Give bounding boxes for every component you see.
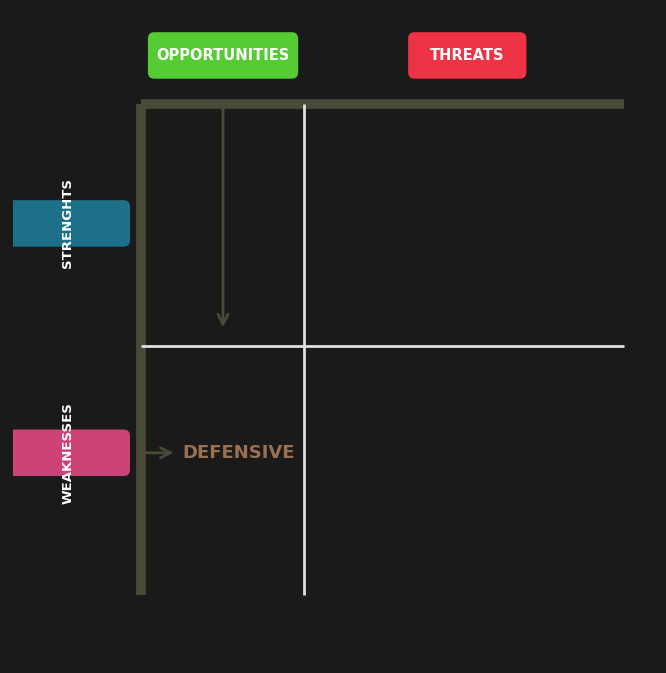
Text: STRENGHTS: STRENGHTS xyxy=(61,178,74,269)
Text: THREATS: THREATS xyxy=(430,48,505,63)
Text: WEAKNESSES: WEAKNESSES xyxy=(61,402,74,503)
FancyBboxPatch shape xyxy=(148,32,298,79)
FancyBboxPatch shape xyxy=(5,429,130,476)
FancyBboxPatch shape xyxy=(5,200,130,247)
Text: OPPORTUNITIES: OPPORTUNITIES xyxy=(157,48,290,63)
FancyBboxPatch shape xyxy=(408,32,526,79)
Text: DEFENSIVE: DEFENSIVE xyxy=(182,444,295,462)
